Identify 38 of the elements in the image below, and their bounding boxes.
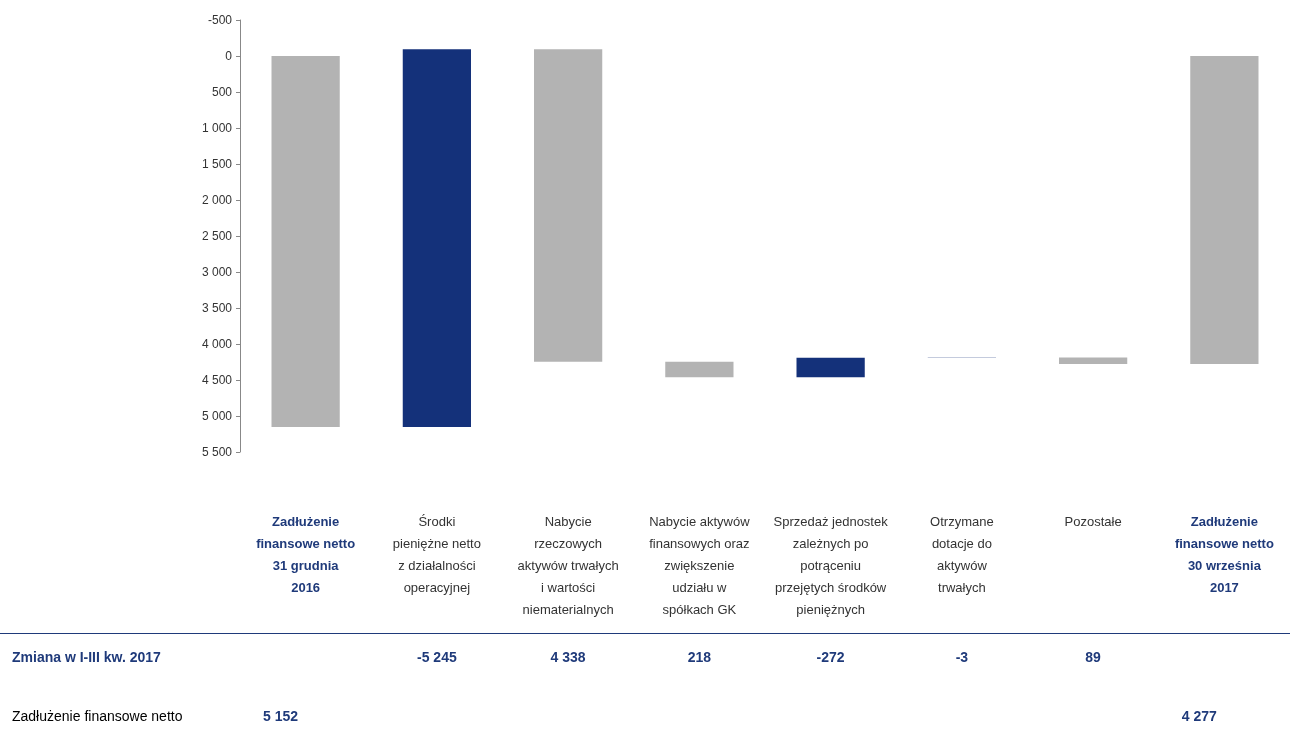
- x-tick-label: Nabycie aktywów finansowych oraz zwiększenie udziału w spółkach GK: [649, 513, 751, 617]
- x-tick-label: Zadłużenie finansowe netto 31 grudnia 2016: [256, 513, 356, 595]
- x-tick-label: Zadłużenie finansowe netto 30 września 2017: [1174, 513, 1274, 595]
- y-tick-label: 4 500: [201, 373, 233, 387]
- y-tick-label: -500: [207, 13, 233, 27]
- x-tick-label: Nabycie rzeczowych aktywów trwałych i wartości niematerialnych: [517, 513, 619, 617]
- x-tick-label: Sprzedaż jednostek zależnych po potrąceniu przejętych środków pieniężnych: [773, 513, 889, 617]
- data-label: -272: [816, 649, 845, 665]
- x-tick-label: Pozostałe: [1064, 513, 1122, 529]
- y-tick-label: 0: [225, 49, 233, 63]
- bar: [271, 56, 340, 427]
- x-tick-label: Otrzymane dotacje do aktywów trwałych: [930, 513, 994, 595]
- y-tick-label: 5 500: [201, 445, 233, 459]
- data-label: 218: [687, 649, 712, 665]
- text: Zadłużenie finansowe netto: [12, 708, 183, 724]
- y-tick-label: 2 000: [201, 193, 233, 207]
- data-label: 89: [1085, 649, 1101, 665]
- bar: [1190, 56, 1259, 364]
- x-tick-label: Środki pieniężne netto z działalności operacyjnej: [392, 513, 481, 595]
- bar: [1059, 357, 1128, 364]
- text: Zmiana w I-III kw. 2017: [12, 649, 161, 665]
- bar: [796, 357, 865, 378]
- y-tick-label: 5 000: [201, 409, 233, 423]
- y-tick-label: 4 000: [201, 337, 233, 351]
- y-tick-label: 1 500: [201, 157, 233, 171]
- data-label: -3: [955, 649, 969, 665]
- data-label: -5 245: [417, 649, 457, 665]
- data-label: 4 338: [550, 649, 586, 665]
- y-tick-label: 3 500: [201, 301, 233, 315]
- y-tick-label: 1 000: [201, 121, 233, 135]
- bar: [402, 49, 471, 427]
- y-tick-label: 2 500: [201, 229, 233, 243]
- y-tick-label: 3 000: [201, 265, 233, 279]
- bar: [665, 361, 734, 378]
- bar: [534, 49, 603, 362]
- data-label: 4 277: [1181, 708, 1217, 724]
- data-label: 5 152: [263, 708, 299, 724]
- y-tick-label: 500: [211, 85, 233, 99]
